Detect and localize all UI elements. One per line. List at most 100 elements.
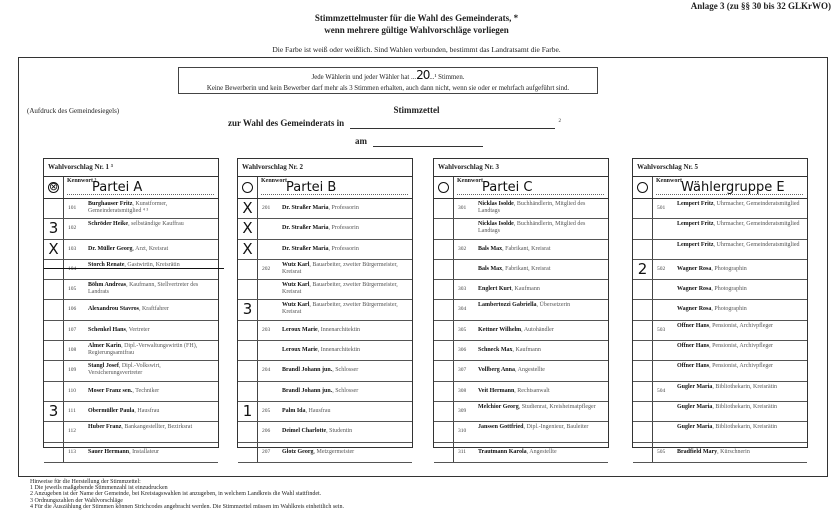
candidate-name: Offner Hans	[677, 343, 710, 350]
list-vote-circle[interactable]	[242, 182, 253, 193]
vote-mark-cell[interactable]: X	[238, 219, 258, 239]
vote-mark-cell[interactable]	[44, 361, 64, 381]
candidate-description: , Innenarchitektin	[317, 347, 361, 354]
list-vote-circle[interactable]: ⊗	[48, 180, 59, 193]
vote-mark-cell[interactable]	[633, 381, 653, 401]
vote-mark-cell[interactable]	[44, 422, 64, 442]
document-title: Stimmzettelmuster für die Wahl des Gemei…	[0, 12, 833, 36]
list-vote-circle[interactable]	[637, 182, 648, 193]
candidate-description: , Dipl.-Ingenieur, Bauleiter	[523, 424, 589, 431]
candidate-number: 103	[68, 245, 77, 252]
candidate-name: Burghauser Fritz	[88, 201, 133, 207]
vote-mark-cell[interactable]	[238, 280, 258, 300]
candidate-number: 110	[68, 387, 77, 394]
candidate-number: 113	[68, 448, 77, 455]
vote-mark-cell[interactable]: X	[238, 239, 258, 259]
municipality-blank	[350, 118, 556, 129]
vote-mark-cell[interactable]	[238, 320, 258, 341]
candidate-description: , Photographin	[711, 265, 747, 272]
vote-mark-cell[interactable]	[238, 259, 258, 280]
list-vote-circle[interactable]	[438, 182, 449, 193]
list-mark-cell	[238, 177, 258, 198]
vote-mark-cell[interactable]	[434, 320, 454, 341]
vote-mark-cell[interactable]	[633, 341, 653, 361]
candidate-description: , Uhrmacher, Gemeinderatsmitglied	[713, 201, 800, 207]
vote-mark-cell[interactable]	[633, 320, 653, 341]
vote-mark-cell[interactable]	[44, 300, 64, 320]
candidate-number: 309	[458, 407, 467, 414]
vote-mark-cell[interactable]: 3	[44, 219, 64, 239]
vote-mark-cell[interactable]	[434, 381, 454, 401]
nomination-list: Wahlvorschlag Nr. 1 ³ ⊗ Kennwort ³ Parte…	[43, 158, 224, 463]
vote-mark-cell[interactable]	[44, 280, 64, 300]
kennwort-label: Kennwort	[457, 178, 483, 184]
vote-mark-cell[interactable]: 3	[44, 401, 64, 422]
candidate-text: Bradfield Mary, Kürschnerin	[677, 449, 804, 456]
vote-mark-cell[interactable]	[633, 199, 653, 219]
vote-mark-cell[interactable]	[434, 401, 454, 422]
candidate-number: 101	[68, 205, 77, 211]
vote-mark-cell[interactable]	[434, 422, 454, 442]
vote-mark-cell[interactable]	[633, 442, 653, 462]
vote-mark-cell[interactable]	[434, 239, 454, 259]
candidate-row: Offner Hans, Pensionist, Archivpfleger	[633, 361, 807, 382]
candidate-row: 2 502 Wagner Rosa, Photographin	[633, 259, 807, 281]
vote-mark-cell[interactable]: X	[238, 199, 258, 219]
vote-mark-cell[interactable]	[44, 381, 64, 401]
vote-mark-cell[interactable]: 1	[238, 401, 258, 422]
candidate-row: 109 Stangl Josef, Dipl.-Volkswirt, Versi…	[44, 361, 218, 382]
vote-mark-cell[interactable]	[633, 422, 653, 442]
vote-mark-cell[interactable]	[238, 381, 258, 401]
candidate-name: Palm Ida	[282, 407, 306, 414]
vote-mark-cell[interactable]	[434, 199, 454, 219]
candidate-description: , Schlosser	[332, 387, 359, 394]
candidate-row: 110 Moser Franz sen., Techniker	[44, 381, 218, 402]
candidate-description: , Hausfrau	[305, 407, 331, 414]
candidate-number: 303	[458, 286, 467, 293]
candidate-description: , Kaufmann, Stellvertreter des Landrats	[88, 282, 199, 296]
candidate-text: Lempert Fritz, Uhrmacher, Gemeinderatsmi…	[677, 221, 804, 228]
vote-mark-cell[interactable]	[434, 219, 454, 239]
vote-mark-cell[interactable]: X	[44, 239, 64, 259]
vote-mark-cell[interactable]	[44, 442, 64, 462]
vote-mark-cell[interactable]: 2	[633, 259, 653, 280]
vote-mark-cell[interactable]	[434, 361, 454, 381]
candidate-number: 505	[657, 448, 666, 455]
vote-mark-cell[interactable]: 3	[238, 300, 258, 320]
vote-mark-cell[interactable]	[238, 341, 258, 361]
candidate-text: Bals Max, Fabrikant, Kreisrat	[478, 246, 605, 253]
vote-mark-cell[interactable]	[633, 300, 653, 320]
candidate-row: 305 Kettner Wilhelm, Autohändler	[434, 320, 608, 342]
candidate-text: Veit Hermann, Rechtsanwalt	[478, 388, 605, 395]
candidate-name: Nicklas Isolde	[478, 221, 514, 228]
vote-mark-cell[interactable]	[633, 280, 653, 300]
candidate-description: , Kraftfahrer	[138, 306, 169, 313]
candidate-row: 206 Deimel Charlotte, Studentin	[238, 422, 412, 443]
vote-mark-cell[interactable]	[434, 341, 454, 361]
candidate-text: Burghauser Fritz, Kunstformer, Gemeinder…	[88, 201, 215, 215]
candidate-row: Lempert Fritz, Uhrmacher, Gemeinderatsmi…	[633, 239, 807, 260]
vote-mark-cell[interactable]	[434, 259, 454, 280]
vote-mark-cell[interactable]	[633, 239, 653, 259]
vote-mark-cell[interactable]	[434, 280, 454, 300]
vote-mark-cell[interactable]	[44, 341, 64, 361]
vote-mark-cell[interactable]	[633, 401, 653, 422]
vote-mark-cell[interactable]	[633, 361, 653, 381]
candidate-text: Glotz Georg, Metzgermeister	[282, 449, 409, 456]
candidate-text: Leroux Marie, Innenarchitektin	[282, 347, 409, 354]
vote-mark-cell[interactable]	[44, 320, 64, 341]
candidate-name: Leroux Marie	[282, 326, 318, 333]
vote-mark-cell[interactable]	[434, 300, 454, 320]
candidate-description: , Rechtsanwalt	[514, 387, 550, 394]
vote-mark-cell[interactable]	[434, 442, 454, 462]
vote-mark-cell[interactable]	[238, 442, 258, 462]
vote-mark-cell[interactable]	[238, 422, 258, 442]
candidate-text: Palm Ida, Hausfrau	[282, 408, 409, 415]
vote-mark-cell[interactable]	[44, 259, 64, 280]
candidate-number: 307	[458, 367, 467, 374]
vote-mark-cell[interactable]	[238, 361, 258, 381]
candidate-description: , Kaufmann	[512, 347, 541, 354]
vote-mark-cell[interactable]	[633, 219, 653, 239]
vote-mark-cell[interactable]	[44, 199, 64, 219]
candidate-text: Schröder Heike, selbständige Kauffrau	[88, 221, 215, 228]
